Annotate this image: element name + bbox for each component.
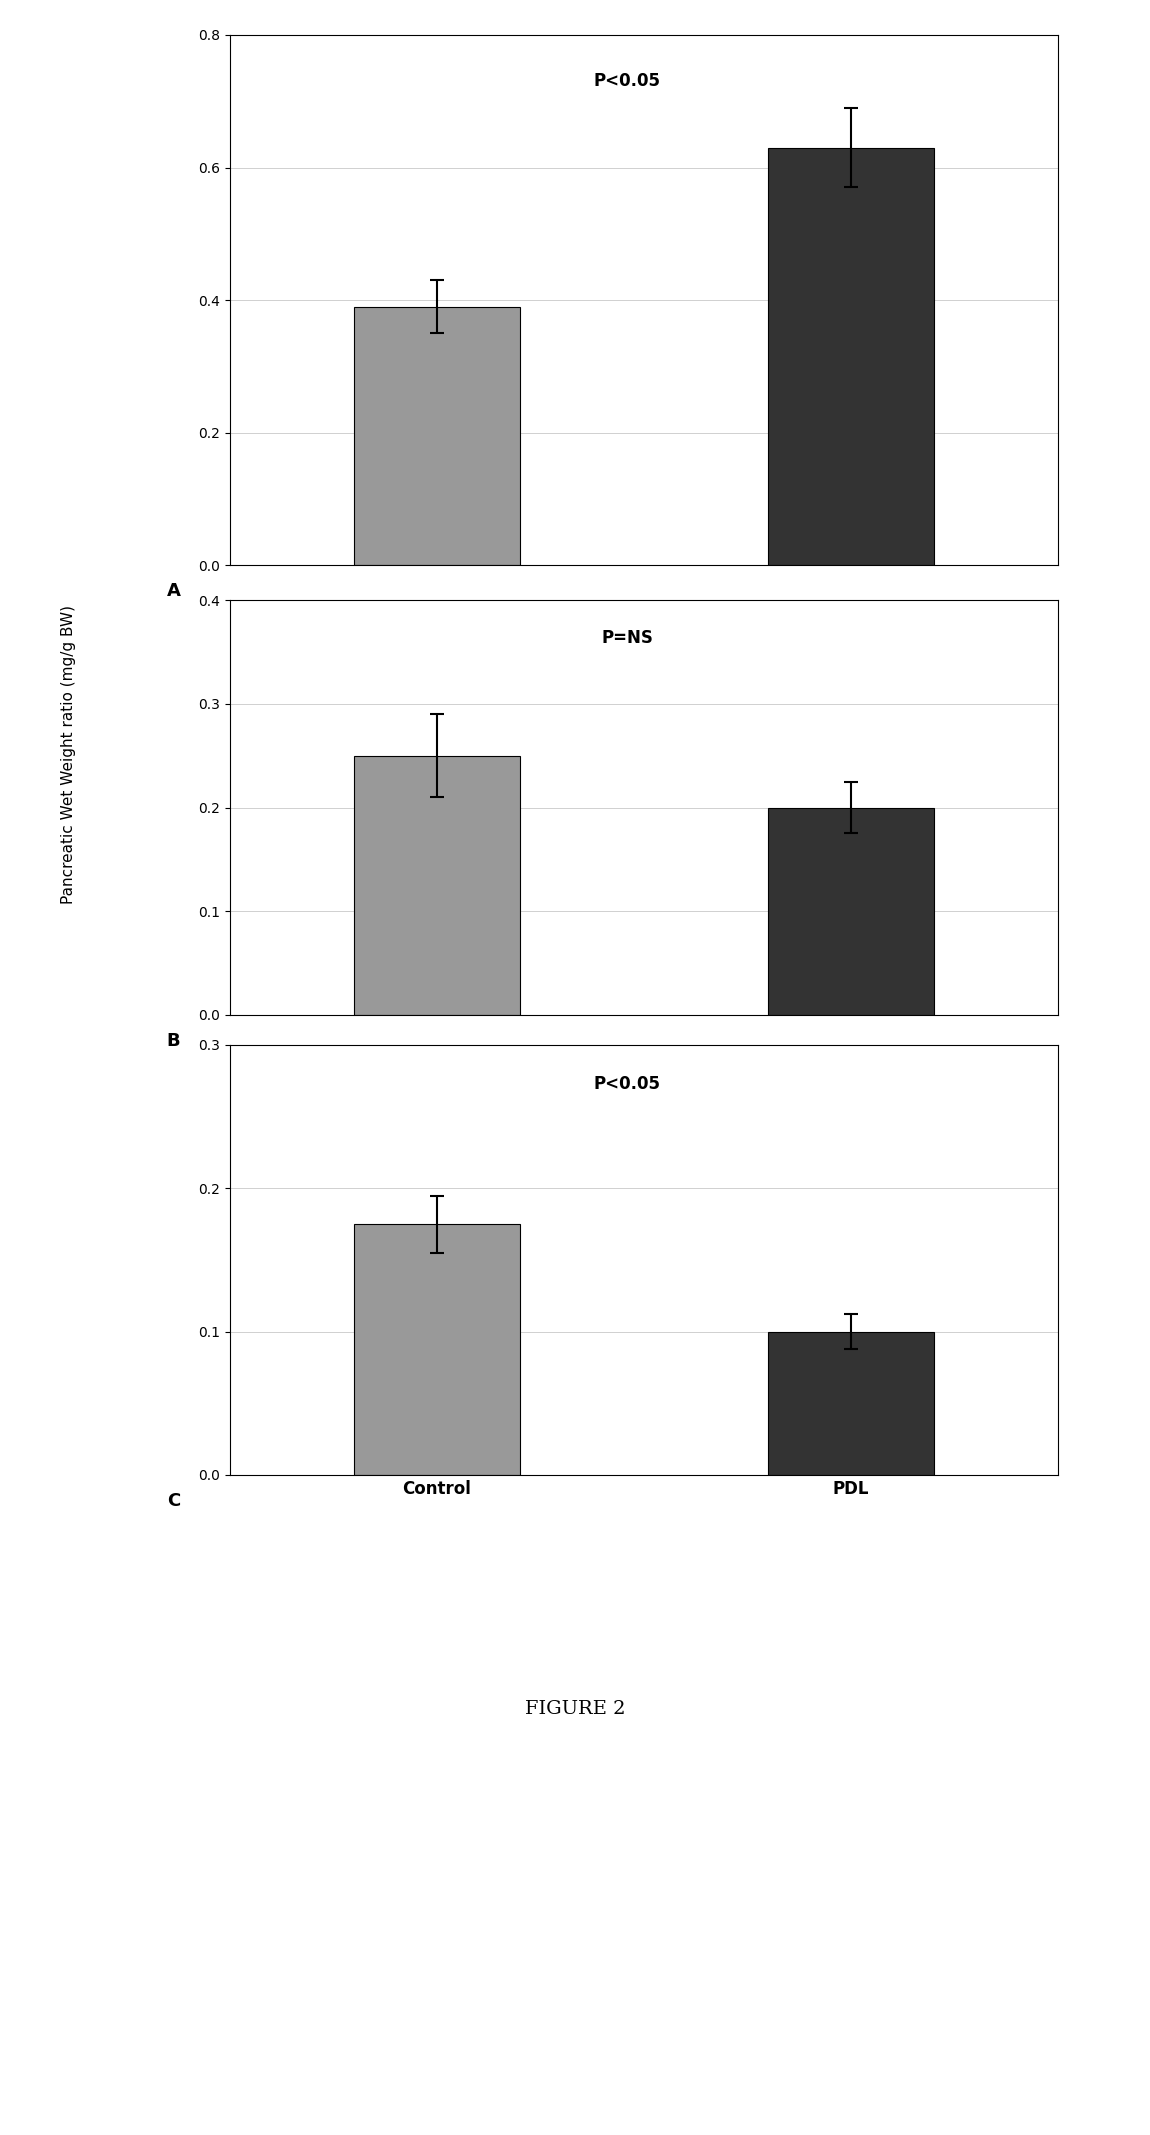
Text: B: B [167, 1031, 181, 1050]
Bar [768, 807, 934, 1014]
Text: FIGURE 2: FIGURE 2 [524, 1699, 626, 1719]
Text: A: A [167, 583, 181, 600]
Bar [354, 1223, 520, 1475]
Bar [354, 756, 520, 1014]
Bar [768, 1332, 934, 1475]
Text: P<0.05: P<0.05 [593, 1076, 661, 1093]
Bar [354, 307, 520, 566]
Text: P<0.05: P<0.05 [593, 73, 661, 90]
Text: C: C [167, 1492, 181, 1509]
Text: P=NS: P=NS [601, 630, 653, 647]
Text: Pancreatic Wet Weight ratio (mg/g BW): Pancreatic Wet Weight ratio (mg/g BW) [61, 606, 77, 905]
Bar [768, 147, 934, 566]
